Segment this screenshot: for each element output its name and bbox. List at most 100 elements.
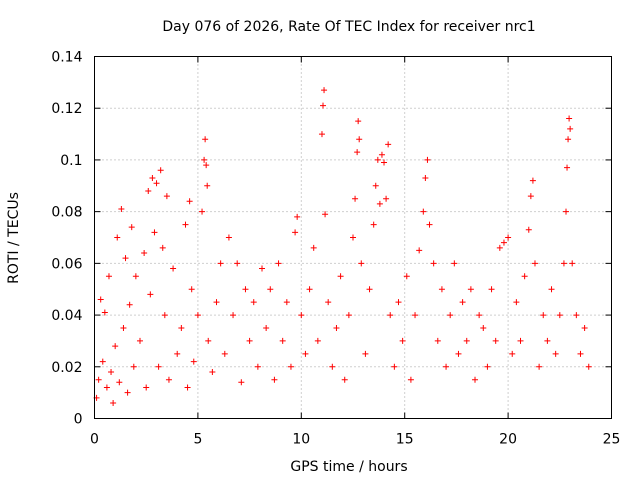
y-tick-label: 0.12 <box>51 101 82 117</box>
data-point <box>287 363 294 370</box>
data-point <box>151 229 158 236</box>
data-point <box>544 337 551 344</box>
x-tick-label: 20 <box>499 432 517 448</box>
data-point <box>97 296 104 303</box>
data-point <box>318 131 325 138</box>
data-point <box>395 299 402 306</box>
data-point <box>513 299 520 306</box>
data-point <box>279 337 286 344</box>
data-point <box>203 162 210 169</box>
data-point <box>484 363 491 370</box>
data-point <box>480 325 487 331</box>
data-point <box>426 221 433 228</box>
data-point <box>565 136 572 143</box>
data-point <box>525 226 532 233</box>
data-point <box>163 193 170 200</box>
x-tick-label: 0 <box>90 432 99 448</box>
data-point <box>263 325 270 331</box>
data-point <box>250 299 257 306</box>
data-point <box>500 239 507 246</box>
data-point <box>105 273 112 280</box>
data-point <box>202 136 209 143</box>
data-point <box>451 260 458 267</box>
data-point <box>306 286 313 293</box>
data-point <box>122 255 129 262</box>
data-point <box>267 286 274 293</box>
data-point <box>310 244 317 251</box>
y-tick-label: 0.1 <box>60 153 82 169</box>
data-point <box>443 363 450 370</box>
data-point <box>184 384 191 391</box>
data-point <box>217 260 224 267</box>
data-point <box>213 299 220 306</box>
data-point <box>124 389 131 396</box>
data-point <box>492 337 499 344</box>
data-point <box>563 208 570 215</box>
data-point <box>352 195 359 202</box>
data-point <box>403 273 410 280</box>
data-point <box>118 206 125 213</box>
data-point <box>569 260 576 267</box>
data-point <box>531 260 538 267</box>
data-point <box>383 195 390 202</box>
data-point <box>378 151 385 158</box>
data-point <box>509 350 516 357</box>
data-point <box>204 182 211 189</box>
data-point <box>188 286 195 293</box>
data-point <box>186 198 193 205</box>
x-axis-label: GPS time / hours <box>290 459 407 475</box>
data-point <box>329 363 336 370</box>
data-point <box>376 200 383 207</box>
data-point <box>205 337 212 344</box>
axis-ticks <box>94 56 612 419</box>
data-point <box>366 286 373 293</box>
data-point <box>126 301 133 308</box>
data-point <box>438 286 445 293</box>
data-point <box>381 159 388 166</box>
data-point <box>302 350 309 357</box>
y-axis-label: ROTI / TECUs <box>6 192 22 284</box>
data-point <box>540 312 547 319</box>
data-point <box>275 260 282 267</box>
data-point <box>496 244 503 251</box>
data-point <box>201 156 208 163</box>
y-tick-labels: 0 0.02 0.04 0.06 0.08 0.1 0.12 0.14 <box>51 50 82 428</box>
data-point <box>337 273 344 280</box>
data-point <box>505 234 512 241</box>
data-point <box>110 399 117 406</box>
data-point <box>153 180 160 187</box>
x-tick-label: 25 <box>603 432 621 448</box>
data-point <box>354 149 361 156</box>
data-point <box>234 260 241 267</box>
data-point <box>165 376 172 383</box>
data-point <box>560 260 567 267</box>
data-point <box>298 312 305 319</box>
data-point <box>407 376 414 383</box>
data-point <box>385 141 392 148</box>
data-point <box>536 363 543 370</box>
data-point <box>259 265 266 272</box>
data-point <box>581 325 588 331</box>
data-point <box>246 337 253 344</box>
plot-frame <box>94 56 612 419</box>
data-point <box>459 299 466 306</box>
data-point <box>112 343 119 350</box>
data-point <box>527 193 534 200</box>
data-point <box>370 221 377 228</box>
data-point <box>467 286 474 293</box>
data-point <box>221 350 228 357</box>
x-tick-label: 15 <box>396 432 414 448</box>
data-point <box>292 229 299 236</box>
x-tick-label: 10 <box>292 432 310 448</box>
data-point <box>141 250 148 257</box>
data-point <box>130 363 137 370</box>
data-point <box>190 358 197 365</box>
data-point <box>556 312 563 319</box>
data-point <box>95 376 102 383</box>
data-point <box>132 273 139 280</box>
data-point <box>157 167 164 174</box>
data-point <box>103 384 110 391</box>
data-point <box>374 156 381 163</box>
